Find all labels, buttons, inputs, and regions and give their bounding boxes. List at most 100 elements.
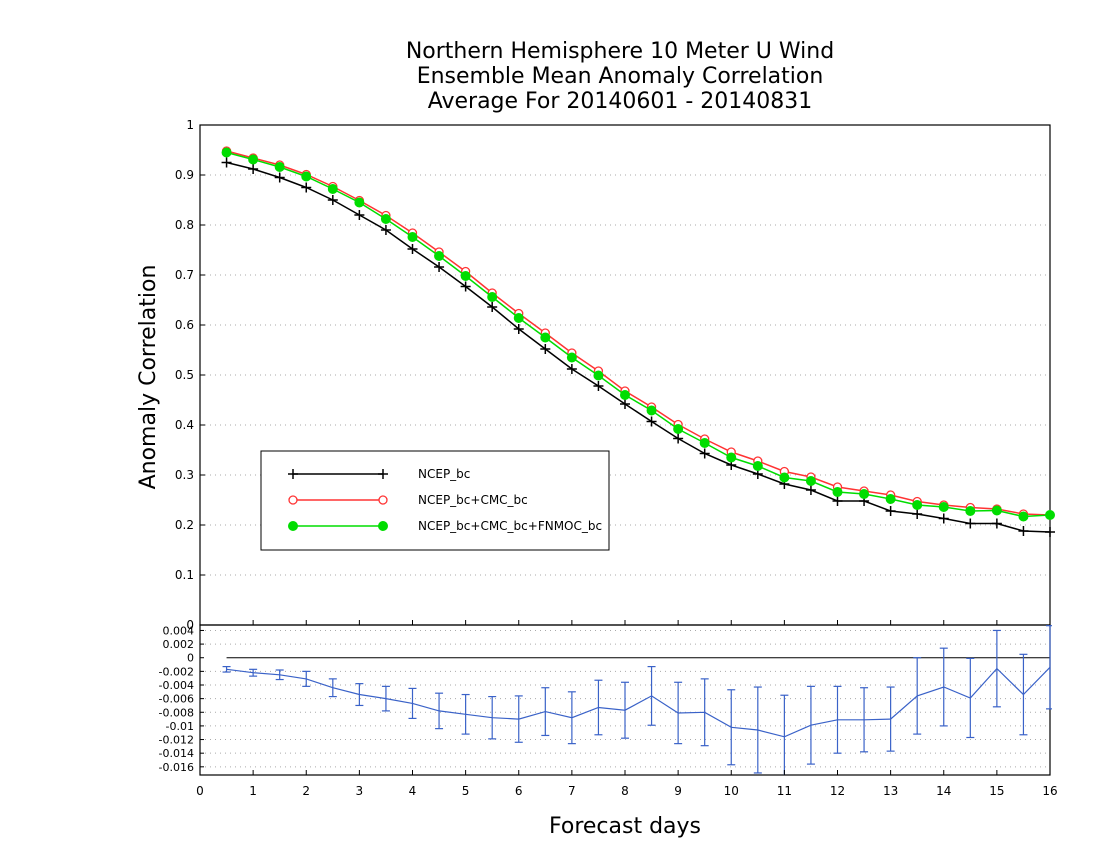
error-bar (860, 687, 869, 753)
data-point (938, 502, 949, 512)
series-3 (221, 147, 1055, 522)
data-point (327, 195, 338, 205)
diff-y-tick-label: -0.01 (166, 720, 194, 733)
data-point (859, 489, 870, 499)
x-tick-label: 0 (196, 784, 204, 798)
error-bar (381, 685, 390, 712)
x-tick-label: 7 (568, 784, 576, 798)
data-point (513, 313, 524, 323)
error-bar (1019, 653, 1028, 736)
main-y-tick-label: 0.2 (175, 518, 194, 532)
legend-item-1: NCEP_bc (288, 467, 470, 481)
data-point (699, 438, 710, 448)
error-bar (488, 695, 497, 740)
data-point (540, 332, 551, 343)
error-bar (461, 693, 470, 735)
data-point (779, 472, 790, 483)
x-tick-label: 9 (674, 784, 682, 798)
data-point (991, 505, 1002, 516)
data-point (407, 244, 418, 254)
legend-label: NCEP_bc+CMC_bc+FNMOC_bc (418, 519, 602, 533)
data-point (965, 506, 976, 516)
data-point (566, 364, 577, 374)
error-bar (886, 686, 895, 752)
error-bar (647, 665, 656, 726)
data-point (327, 184, 338, 194)
main-y-tick-label: 0.9 (175, 168, 194, 182)
title-line-2: Ensemble Mean Anomaly Correlation (417, 64, 824, 89)
data-point (248, 164, 259, 174)
data-point (752, 461, 763, 471)
x-tick-label: 12 (830, 784, 845, 798)
diff-series (222, 625, 1052, 775)
data-point (673, 424, 684, 434)
data-point (673, 433, 684, 444)
diff-series-line (226, 666, 1051, 738)
main-series-layer (221, 146, 1055, 537)
data-point (912, 500, 923, 510)
diff-y-tick-label: 0.002 (163, 638, 195, 651)
diff-series-layer (222, 625, 1052, 775)
data-point (699, 448, 710, 459)
data-point (301, 171, 312, 182)
x-tick-label: 4 (409, 784, 417, 798)
data-point (354, 197, 365, 208)
legend-label: NCEP_bc+CMC_bc (418, 493, 528, 507)
data-point (805, 476, 816, 486)
data-point (620, 390, 630, 400)
x-tick-label: 1 (249, 784, 257, 798)
error-bar (567, 691, 576, 745)
legend-label: NCEP_bc (418, 467, 470, 481)
data-point (380, 225, 391, 235)
error-bar (727, 689, 736, 766)
error-bar (966, 657, 975, 739)
data-point (832, 487, 843, 497)
data-point (938, 513, 949, 524)
chart-title: Northern Hemisphere 10 Meter U WindEnsem… (406, 39, 834, 114)
x-tick-label: 8 (621, 784, 629, 798)
main-y-axis: 0 0.1 0.2 0.3 0.4 0.5 0.6 0.7 0.8 0.9 1 (175, 118, 205, 632)
data-point (540, 344, 551, 354)
data-point (221, 147, 232, 158)
data-point (620, 399, 630, 409)
legend: NCEP_bc NCEP_bc+CMC_bc NCEP_bc+CMC_bc+FNMO… (260, 450, 610, 551)
data-point (274, 172, 285, 183)
y-axis-label: Anomaly Correlation (136, 265, 161, 490)
data-point (726, 452, 737, 463)
error-bar (806, 685, 815, 765)
error-bar (249, 668, 258, 677)
error-bar (222, 665, 231, 673)
data-point (1045, 527, 1055, 537)
data-point (407, 232, 418, 242)
x-tick-label: 15 (989, 784, 1004, 798)
legend-marker (288, 495, 298, 505)
error-bar (355, 683, 364, 707)
main-y-tick-label: 0 (186, 618, 194, 632)
x-tick-label: 10 (724, 784, 739, 798)
diff-y-tick-label: -0.014 (159, 747, 194, 760)
data-point (991, 518, 1002, 529)
x-tick-label: 14 (936, 784, 951, 798)
error-bar (621, 681, 629, 739)
x-tick-label: 2 (302, 784, 310, 798)
data-point (221, 157, 232, 168)
data-point (593, 381, 604, 391)
error-bar (514, 695, 523, 743)
data-point (1018, 526, 1029, 536)
data-point (487, 302, 498, 312)
title-line-1: Northern Hemisphere 10 Meter U Wind (406, 39, 834, 64)
error-bar (408, 687, 417, 720)
error-bar (992, 629, 1001, 708)
diff-y-tick-label: -0.008 (159, 706, 194, 719)
legend-item-3: NCEP_bc+CMC_bc+FNMOC_bc (288, 519, 602, 533)
legend-item-2: NCEP_bc+CMC_bc (288, 493, 528, 507)
diff-y-tick-label: -0.016 (159, 761, 194, 774)
data-point (832, 496, 843, 506)
error-bar (700, 678, 709, 747)
x-tick-label: 5 (462, 784, 470, 798)
series-1 (221, 157, 1055, 537)
data-point (1045, 510, 1055, 520)
x-axis-label: Forecast days (549, 814, 701, 839)
error-bar (674, 681, 683, 745)
